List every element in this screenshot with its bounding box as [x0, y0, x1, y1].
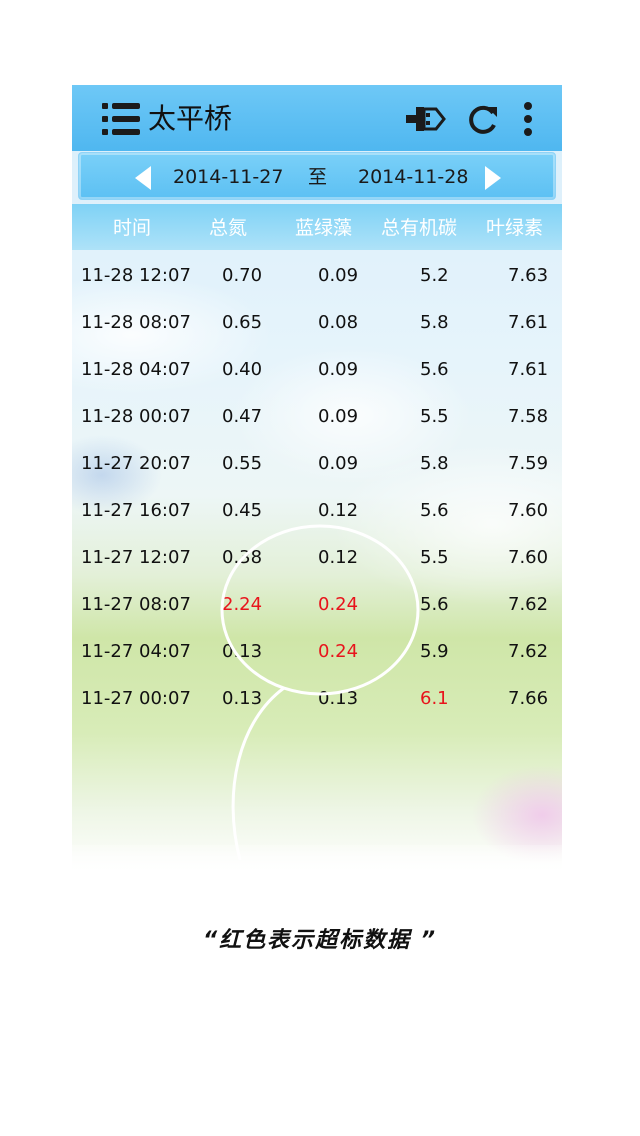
cell-total-nitrogen: 0.13	[222, 641, 263, 662]
table-row[interactable]: 11-28 00:07 0.47 0.09 5.5 7.58	[72, 393, 562, 440]
cell-toc: 5.8	[420, 312, 449, 333]
cell-blue-green-algae: 0.12	[318, 500, 359, 521]
cell-chlorophyll: 7.58	[508, 406, 549, 427]
cell-toc: 5.5	[420, 547, 449, 568]
table-row[interactable]: 11-27 04:07 0.13 0.24 5.9 7.62	[72, 628, 562, 675]
cell-toc: 5.6	[420, 500, 449, 521]
cell-time: 11-28 08:07	[81, 312, 191, 333]
cell-toc: 5.9	[420, 641, 449, 662]
cell-blue-green-algae: 0.08	[318, 312, 359, 333]
prev-date-arrow-icon[interactable]	[135, 166, 151, 190]
page-title: 太平桥	[148, 102, 233, 135]
app-header: 太平桥	[72, 85, 562, 151]
cell-total-nitrogen: 0.47	[222, 406, 263, 427]
table-row[interactable]: 11-27 16:07 0.45 0.12 5.6 7.60	[72, 487, 562, 534]
next-date-arrow-icon[interactable]	[485, 166, 501, 190]
cell-time: 11-28 12:07	[81, 265, 191, 286]
app-screen: 太平桥 2014-11-27 至 2014-11-28 时间 总氮 蓝绿藻 总有…	[72, 85, 562, 875]
cell-toc: 5.5	[420, 406, 449, 427]
cell-time: 11-28 04:07	[81, 359, 191, 380]
cell-blue-green-algae: 0.12	[318, 547, 359, 568]
cell-time: 11-27 12:07	[81, 547, 191, 568]
cell-toc: 5.6	[420, 359, 449, 380]
cell-total-nitrogen: 0.55	[222, 453, 263, 474]
table-row[interactable]: 11-27 00:07 0.13 0.13 6.1 7.66	[72, 675, 562, 722]
cell-total-nitrogen: 0.45	[222, 500, 263, 521]
cell-toc: 5.2	[420, 265, 449, 286]
table-row[interactable]: 11-28 08:07 0.65 0.08 5.8 7.61	[72, 299, 562, 346]
cell-chlorophyll: 7.61	[508, 312, 549, 333]
cell-time: 11-27 00:07	[81, 688, 191, 709]
cell-blue-green-algae: 0.09	[318, 406, 359, 427]
table-row[interactable]: 11-27 08:07 2.24 0.24 5.6 7.62	[72, 581, 562, 628]
nav-bar-fade	[72, 845, 562, 875]
column-header-total-nitrogen: 总氮	[209, 217, 248, 239]
usb-plug-icon[interactable]	[406, 103, 448, 135]
cell-blue-green-algae: 0.09	[318, 359, 359, 380]
table-header: 时间 总氮 蓝绿藻 总有机碳 叶绿素	[72, 204, 562, 250]
cell-chlorophyll: 7.62	[508, 594, 549, 615]
cell-chlorophyll: 7.61	[508, 359, 549, 380]
cell-total-nitrogen: 0.13	[222, 688, 263, 709]
column-header-toc: 总有机碳	[381, 217, 458, 239]
column-header-time: 时间	[113, 217, 152, 239]
cell-blue-green-algae-exceeded: 0.24	[318, 594, 359, 615]
date-separator: 至	[308, 166, 328, 188]
cell-chlorophyll: 7.62	[508, 641, 549, 662]
column-header-blue-green-algae: 蓝绿藻	[295, 217, 353, 239]
cell-time: 11-27 16:07	[81, 500, 191, 521]
caption-text: “红色表示超标数据 ”	[203, 928, 437, 953]
date-range-bar: 2014-11-27 至 2014-11-28	[78, 152, 556, 200]
cell-time: 11-27 08:07	[81, 594, 191, 615]
cell-toc: 5.6	[420, 594, 449, 615]
cell-chlorophyll: 7.63	[508, 265, 549, 286]
cell-total-nitrogen: 0.70	[222, 265, 263, 286]
list-menu-icon[interactable]	[102, 101, 140, 137]
cell-total-nitrogen: 0.38	[222, 547, 263, 568]
cell-blue-green-algae: 0.09	[318, 453, 359, 474]
cell-time: 11-27 20:07	[81, 453, 191, 474]
table-row[interactable]: 11-27 20:07 0.55 0.09 5.8 7.59	[72, 440, 562, 487]
cell-time: 11-27 04:07	[81, 641, 191, 662]
cell-chlorophyll: 7.60	[508, 500, 549, 521]
cell-chlorophyll: 7.60	[508, 547, 549, 568]
cell-blue-green-algae: 0.13	[318, 688, 359, 709]
table-row[interactable]: 11-27 12:07 0.38 0.12 5.5 7.60	[72, 534, 562, 581]
cell-blue-green-algae: 0.09	[318, 265, 359, 286]
cell-chlorophyll: 7.66	[508, 688, 549, 709]
end-date[interactable]: 2014-11-28	[358, 166, 469, 188]
cell-toc-exceeded: 6.1	[420, 688, 449, 709]
refresh-icon[interactable]	[465, 103, 499, 137]
cell-total-nitrogen: 0.40	[222, 359, 263, 380]
cell-time: 11-28 00:07	[81, 406, 191, 427]
cell-total-nitrogen-exceeded: 2.24	[222, 594, 263, 615]
start-date[interactable]: 2014-11-27	[173, 166, 284, 188]
cell-chlorophyll: 7.59	[508, 453, 549, 474]
table-row[interactable]: 11-28 04:07 0.40 0.09 5.6 7.61	[72, 346, 562, 393]
cell-blue-green-algae-exceeded: 0.24	[318, 641, 359, 662]
cell-total-nitrogen: 0.65	[222, 312, 263, 333]
more-vert-icon[interactable]	[522, 101, 534, 137]
table-row[interactable]: 11-28 12:07 0.70 0.09 5.2 7.63	[72, 252, 562, 299]
cell-toc: 5.8	[420, 453, 449, 474]
column-header-chlorophyll: 叶绿素	[486, 217, 544, 239]
